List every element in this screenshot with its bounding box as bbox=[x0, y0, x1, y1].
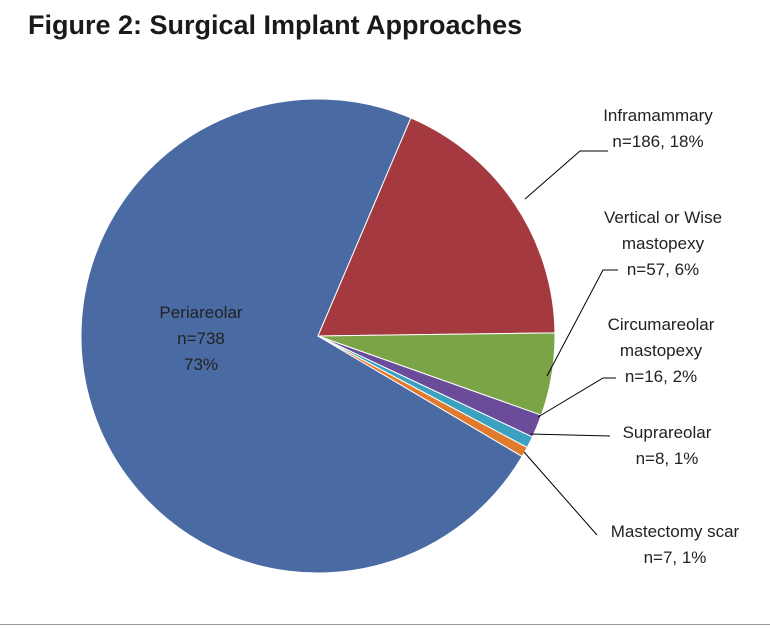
bottom-divider bbox=[0, 624, 770, 625]
label-circumareolar-name: Circumareolar bbox=[608, 315, 715, 334]
label-mastectomy-name: Mastectomy scar bbox=[611, 522, 740, 541]
leader-line-circumareolar bbox=[537, 377, 616, 418]
label-inframammary-name: Inframammary bbox=[603, 106, 713, 125]
label-circumareolar-name2: mastopexy bbox=[620, 341, 703, 360]
pie-slice-mastectomy bbox=[317, 335, 528, 458]
label-vertical-wise-name2: mastopexy bbox=[622, 234, 705, 253]
leader-line-vertical-wise bbox=[546, 269, 618, 377]
label-mastectomy-value: n=7, 1% bbox=[644, 548, 707, 567]
label-inframammary-value: n=186, 18% bbox=[612, 132, 703, 151]
chart-title: Figure 2: Surgical Implant Approaches bbox=[28, 10, 523, 40]
label-periareolar-count: n=738 bbox=[177, 329, 225, 348]
leader-line-mastectomy bbox=[523, 451, 598, 536]
pie-slice-inframammary bbox=[317, 117, 556, 337]
label-circumareolar-value: n=16, 2% bbox=[625, 367, 697, 386]
label-periareolar-pct: 73% bbox=[184, 355, 218, 374]
label-suprareolar-value: n=8, 1% bbox=[636, 449, 699, 468]
label-suprareolar-name: Suprareolar bbox=[623, 423, 712, 442]
label-vertical-wise-value: n=57, 6% bbox=[627, 260, 699, 279]
label-periareolar-name: Periareolar bbox=[159, 303, 242, 322]
pie-slice-periareolar bbox=[80, 98, 523, 574]
leader-line-inframammary bbox=[524, 150, 608, 200]
leader-line-suprareolar bbox=[529, 433, 611, 437]
label-vertical-wise-name: Vertical or Wise bbox=[604, 208, 722, 227]
